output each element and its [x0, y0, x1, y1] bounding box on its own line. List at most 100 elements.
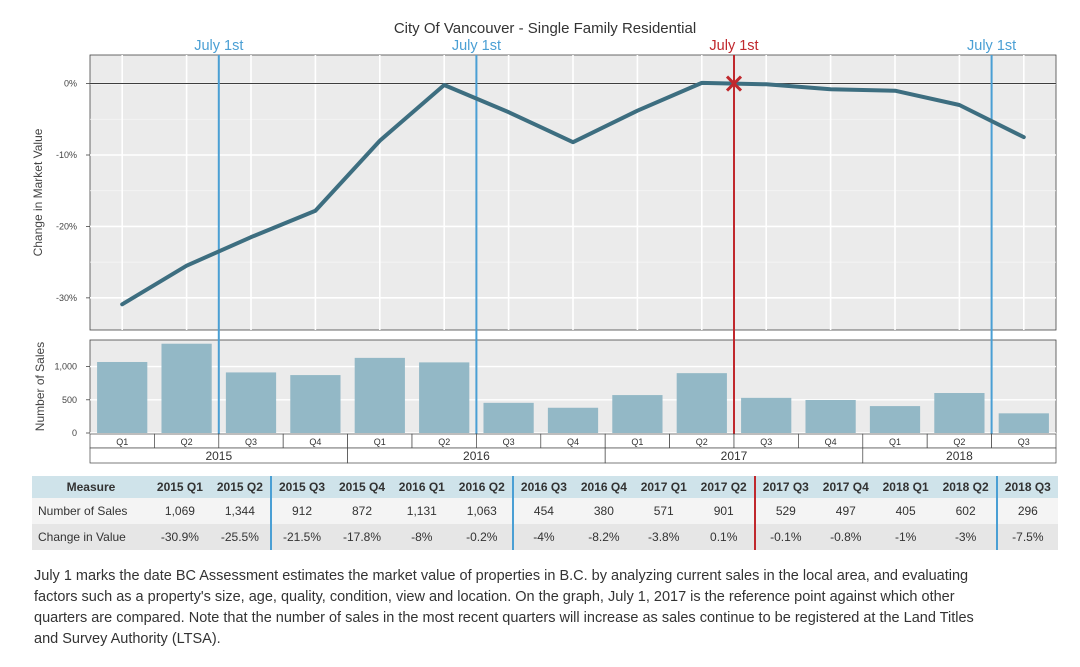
sales-bar [934, 393, 985, 433]
sales-bar [97, 361, 148, 433]
table-header-cell: 2017 Q1 [633, 476, 694, 498]
table-cell: 1,344 [209, 498, 272, 524]
year-label: 2017 [721, 449, 748, 463]
table-cell: 1,063 [451, 498, 514, 524]
sales-bar [612, 395, 663, 433]
table-header-cell: 2016 Q1 [391, 476, 452, 498]
table-cell: 571 [633, 498, 694, 524]
sales-bar [419, 362, 470, 433]
july-marker-label: July 1st [452, 38, 501, 54]
table-row: Change in Value -30.9% -25.5% -21.5% -17.8% -… [32, 524, 1058, 550]
table-cell: -0.1% [754, 524, 816, 550]
table-cell: 901 [693, 498, 756, 524]
table-cell: 0.1% [693, 524, 756, 550]
y-tick-label: -30% [56, 293, 77, 303]
sales-bar [998, 413, 1049, 433]
year-label: 2018 [946, 449, 973, 463]
sales-bar [547, 407, 599, 433]
table-cell: 497 [815, 498, 876, 524]
change-line [120, 80, 1026, 307]
quarter-label: Q3 [503, 437, 515, 447]
table-header-cell: 2018 Q2 [935, 476, 998, 498]
table-row-label: Number of Sales [32, 498, 150, 524]
data-table: Measure 2015 Q1 2015 Q2 2015 Q3 2015 Q4 2016 … [32, 476, 1058, 550]
table-cell: 1,069 [150, 498, 210, 524]
table-header-cell: 2017 Q2 [693, 476, 756, 498]
table-cell: -8.2% [573, 524, 634, 550]
quarter-label: Q3 [760, 437, 772, 447]
table-header-cell: 2016 Q4 [573, 476, 634, 498]
sales-bar [869, 406, 921, 433]
table-cell: 380 [573, 498, 634, 524]
table-cell: -30.9% [150, 524, 210, 550]
table-cell: 872 [332, 498, 392, 524]
table-cell: 1,131 [391, 498, 452, 524]
quarter-label: Q1 [889, 437, 901, 447]
quarter-label: Q2 [438, 437, 450, 447]
table-cell: 912 [270, 498, 333, 524]
sales-bar [483, 402, 534, 433]
table-cell: 405 [875, 498, 936, 524]
table-cell: 296 [996, 498, 1058, 524]
reference-point-marker [725, 75, 743, 92]
sales-bar [161, 343, 212, 433]
table-cell: 602 [935, 498, 998, 524]
quarter-label: Q4 [825, 437, 837, 447]
bar-y-tick-label: 0 [72, 428, 77, 438]
quarter-label: Q2 [181, 437, 193, 447]
sales-bar [805, 399, 856, 433]
sales-bar [290, 375, 341, 433]
table-cell: -17.8% [332, 524, 392, 550]
table-cell: -4% [512, 524, 574, 550]
table-header-cell: 2018 Q3 [996, 476, 1058, 498]
y-axis-label: Change in Market Value [31, 128, 45, 256]
table-cell: -25.5% [209, 524, 272, 550]
quarter-label: Q1 [631, 437, 643, 447]
bar-y-tick-label: 500 [62, 395, 77, 405]
quarter-label: Q4 [567, 437, 579, 447]
quarter-label: Q1 [116, 437, 128, 447]
table-header-cell: 2017 Q3 [754, 476, 816, 498]
footnote: July 1 marks the date BC Assessment esti… [34, 568, 974, 647]
year-cell [862, 447, 1057, 464]
table-header-cell: 2015 Q2 [209, 476, 272, 498]
table-cell: -7.5% [996, 524, 1058, 550]
year-label: 2016 [463, 449, 490, 463]
table-row-label: Change in Value [32, 524, 150, 550]
sales-bar [225, 372, 277, 433]
sales-bar [676, 373, 727, 433]
table-header-cell: 2016 Q2 [451, 476, 514, 498]
table-cell: -3% [935, 524, 998, 550]
table-cell: -3.8% [633, 524, 694, 550]
table-cell: -0.8% [815, 524, 876, 550]
y-tick-label: -10% [56, 150, 77, 160]
quarter-label: Q2 [953, 437, 965, 447]
table-cell: 529 [754, 498, 816, 524]
table-cell: -21.5% [270, 524, 333, 550]
table-header-cell: 2018 Q1 [875, 476, 936, 498]
table-header-row: Measure 2015 Q1 2015 Q2 2015 Q3 2015 Q4 2016 … [32, 476, 1058, 498]
year-label: 2015 [205, 449, 232, 463]
july-marker-label: July 1st [967, 38, 1016, 54]
table-header-cell: 2015 Q4 [332, 476, 392, 498]
quarter-label: Q2 [696, 437, 708, 447]
y-tick-label: -20% [56, 221, 77, 231]
quarter-label: Q4 [309, 437, 321, 447]
table-header-cell: 2017 Q4 [815, 476, 876, 498]
table-cell: -8% [391, 524, 452, 550]
sales-bar [741, 397, 792, 433]
quarter-label: Q3 [245, 437, 257, 447]
table-cell: -0.2% [451, 524, 514, 550]
table-header-cell: 2015 Q3 [270, 476, 333, 498]
table-header-cell: 2015 Q1 [150, 476, 210, 498]
july-marker-label: July 1st [709, 38, 758, 54]
table-header-measure: Measure [32, 476, 150, 498]
table-cell: 454 [512, 498, 574, 524]
y-tick-label: 0% [64, 79, 77, 89]
table-header-cell: 2016 Q3 [512, 476, 574, 498]
table-cell: -1% [875, 524, 936, 550]
table-row: Number of Sales 1,069 1,344 912 872 1,131 1,06… [32, 498, 1058, 524]
quarter-label: Q1 [374, 437, 386, 447]
july-marker-label: July 1st [194, 38, 243, 54]
chart: City Of Vancouver - Single Family Reside… [31, 20, 1057, 464]
